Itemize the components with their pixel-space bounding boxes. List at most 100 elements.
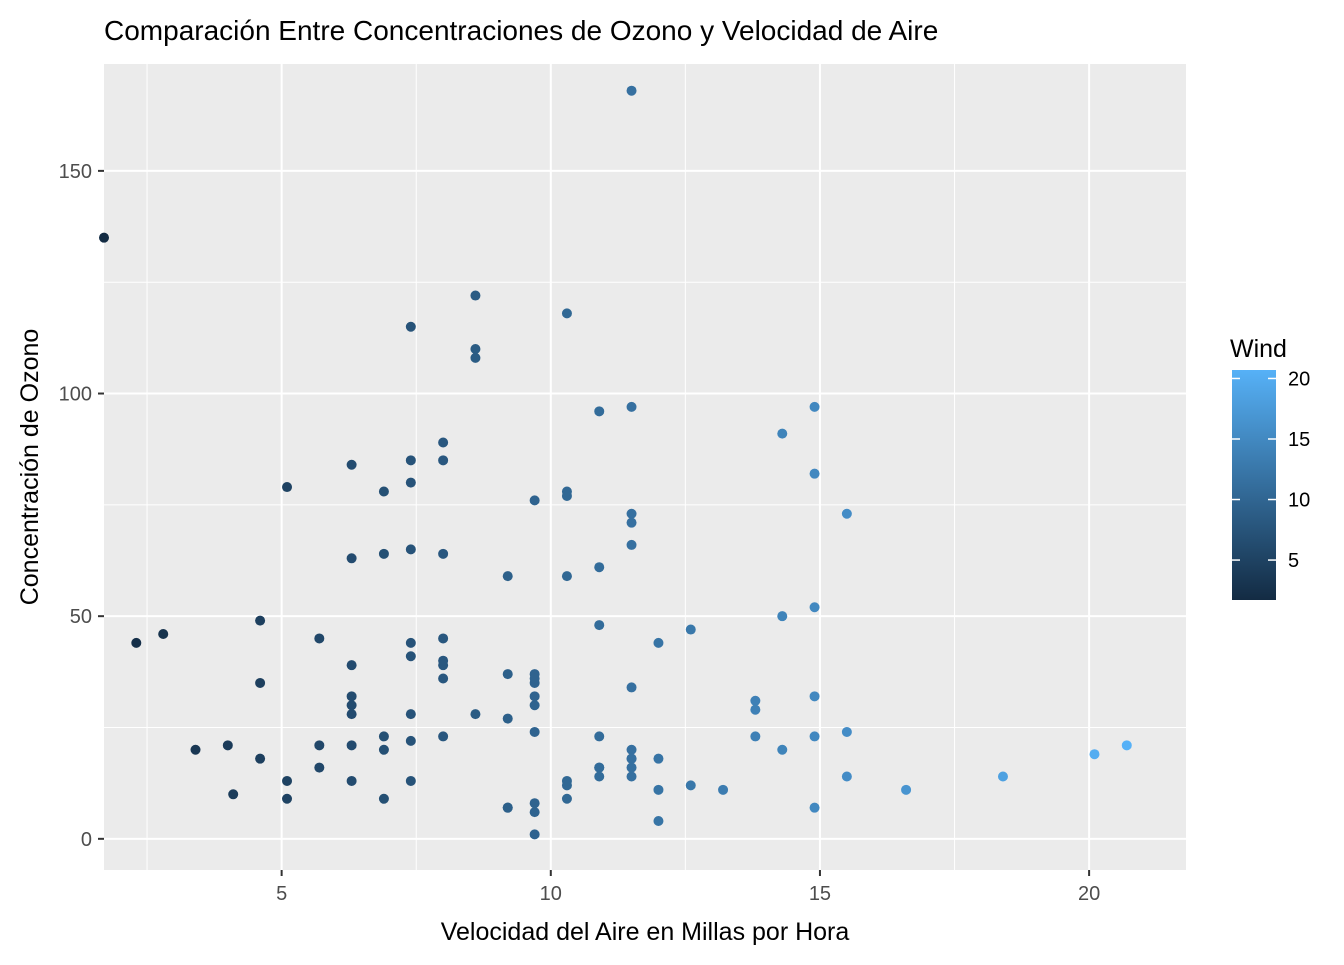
data-point bbox=[470, 343, 481, 354]
data-point bbox=[626, 539, 637, 550]
data-point bbox=[561, 308, 572, 319]
data-point bbox=[529, 798, 540, 809]
data-point bbox=[653, 637, 664, 648]
data-point bbox=[529, 691, 540, 702]
data-point bbox=[405, 651, 416, 662]
data-point bbox=[626, 744, 637, 755]
data-point bbox=[901, 784, 912, 795]
data-point bbox=[529, 700, 540, 711]
data-point bbox=[594, 731, 605, 742]
data-point bbox=[718, 784, 729, 795]
y-axis-label: Concentración de Ozono bbox=[16, 329, 44, 606]
data-point bbox=[529, 495, 540, 506]
y-tick-label: 150 bbox=[59, 161, 92, 183]
legend-tick-label: 5 bbox=[1288, 550, 1299, 572]
x-tick-label: 5 bbox=[276, 883, 287, 905]
data-point bbox=[405, 735, 416, 746]
data-point bbox=[346, 709, 357, 720]
legend-title: Wind bbox=[1230, 335, 1287, 363]
data-point bbox=[438, 548, 449, 559]
data-point bbox=[561, 571, 572, 582]
data-point bbox=[438, 673, 449, 684]
data-point bbox=[405, 775, 416, 786]
data-point bbox=[1121, 740, 1132, 751]
data-point bbox=[809, 602, 820, 613]
data-point bbox=[346, 691, 357, 702]
legend-tick-label: 20 bbox=[1288, 368, 1310, 390]
y-axis: 0 50 100 150 bbox=[59, 161, 104, 851]
data-point bbox=[190, 744, 201, 755]
data-point bbox=[282, 482, 293, 493]
data-point bbox=[131, 637, 142, 648]
data-point bbox=[594, 762, 605, 773]
data-point bbox=[282, 775, 293, 786]
data-point bbox=[626, 753, 637, 764]
data-point bbox=[809, 731, 820, 742]
y-tick-label: 50 bbox=[70, 606, 92, 628]
data-point bbox=[378, 731, 389, 742]
data-point bbox=[841, 726, 852, 737]
data-point bbox=[158, 628, 169, 639]
legend-ticks: 5 10 15 20 bbox=[1232, 368, 1310, 572]
data-point bbox=[809, 468, 820, 479]
data-point bbox=[529, 726, 540, 737]
data-point bbox=[378, 486, 389, 497]
data-point bbox=[255, 753, 266, 764]
data-point bbox=[561, 486, 572, 497]
legend-colorbar bbox=[1232, 370, 1276, 600]
data-point bbox=[405, 709, 416, 720]
data-point bbox=[685, 780, 696, 791]
data-point bbox=[653, 784, 664, 795]
data-point bbox=[750, 731, 761, 742]
data-point bbox=[529, 673, 540, 684]
data-point bbox=[653, 816, 664, 827]
data-point bbox=[378, 793, 389, 804]
x-tick-label: 20 bbox=[1078, 883, 1100, 905]
data-point bbox=[470, 290, 481, 301]
data-point bbox=[502, 571, 513, 582]
chart-title: Comparación Entre Concentraciones de Ozo… bbox=[104, 15, 938, 46]
data-point bbox=[750, 695, 761, 706]
data-point bbox=[346, 775, 357, 786]
data-point bbox=[405, 544, 416, 555]
data-point bbox=[841, 771, 852, 782]
data-point bbox=[470, 709, 481, 720]
data-point bbox=[594, 562, 605, 573]
data-point bbox=[502, 669, 513, 680]
data-point bbox=[685, 624, 696, 635]
data-point bbox=[653, 753, 664, 764]
legend: Wind 5 10 15 20 bbox=[1230, 335, 1310, 600]
data-point bbox=[378, 744, 389, 755]
data-point bbox=[438, 655, 449, 666]
y-tick-label: 100 bbox=[59, 384, 92, 406]
plot-panel bbox=[104, 64, 1186, 870]
data-point bbox=[346, 459, 357, 470]
data-point bbox=[809, 691, 820, 702]
data-point bbox=[561, 775, 572, 786]
data-point bbox=[255, 615, 266, 626]
data-point bbox=[99, 232, 109, 243]
data-point bbox=[529, 829, 540, 840]
data-point bbox=[809, 401, 820, 412]
data-point bbox=[626, 85, 637, 96]
data-point bbox=[777, 611, 788, 622]
data-point bbox=[777, 744, 788, 755]
data-point bbox=[626, 771, 637, 782]
data-point bbox=[841, 508, 852, 519]
data-point bbox=[255, 677, 266, 688]
legend-tick-label: 15 bbox=[1288, 429, 1310, 451]
data-point bbox=[405, 455, 416, 466]
data-point bbox=[626, 682, 637, 693]
data-point bbox=[438, 633, 449, 644]
data-point bbox=[438, 437, 449, 448]
data-point bbox=[502, 802, 513, 813]
data-point bbox=[626, 762, 637, 773]
data-point bbox=[282, 793, 293, 804]
legend-tick-label: 10 bbox=[1288, 490, 1310, 512]
data-point bbox=[314, 633, 325, 644]
data-point bbox=[378, 548, 389, 559]
x-axis: 5 10 15 20 bbox=[276, 870, 1100, 905]
data-point bbox=[750, 704, 761, 715]
